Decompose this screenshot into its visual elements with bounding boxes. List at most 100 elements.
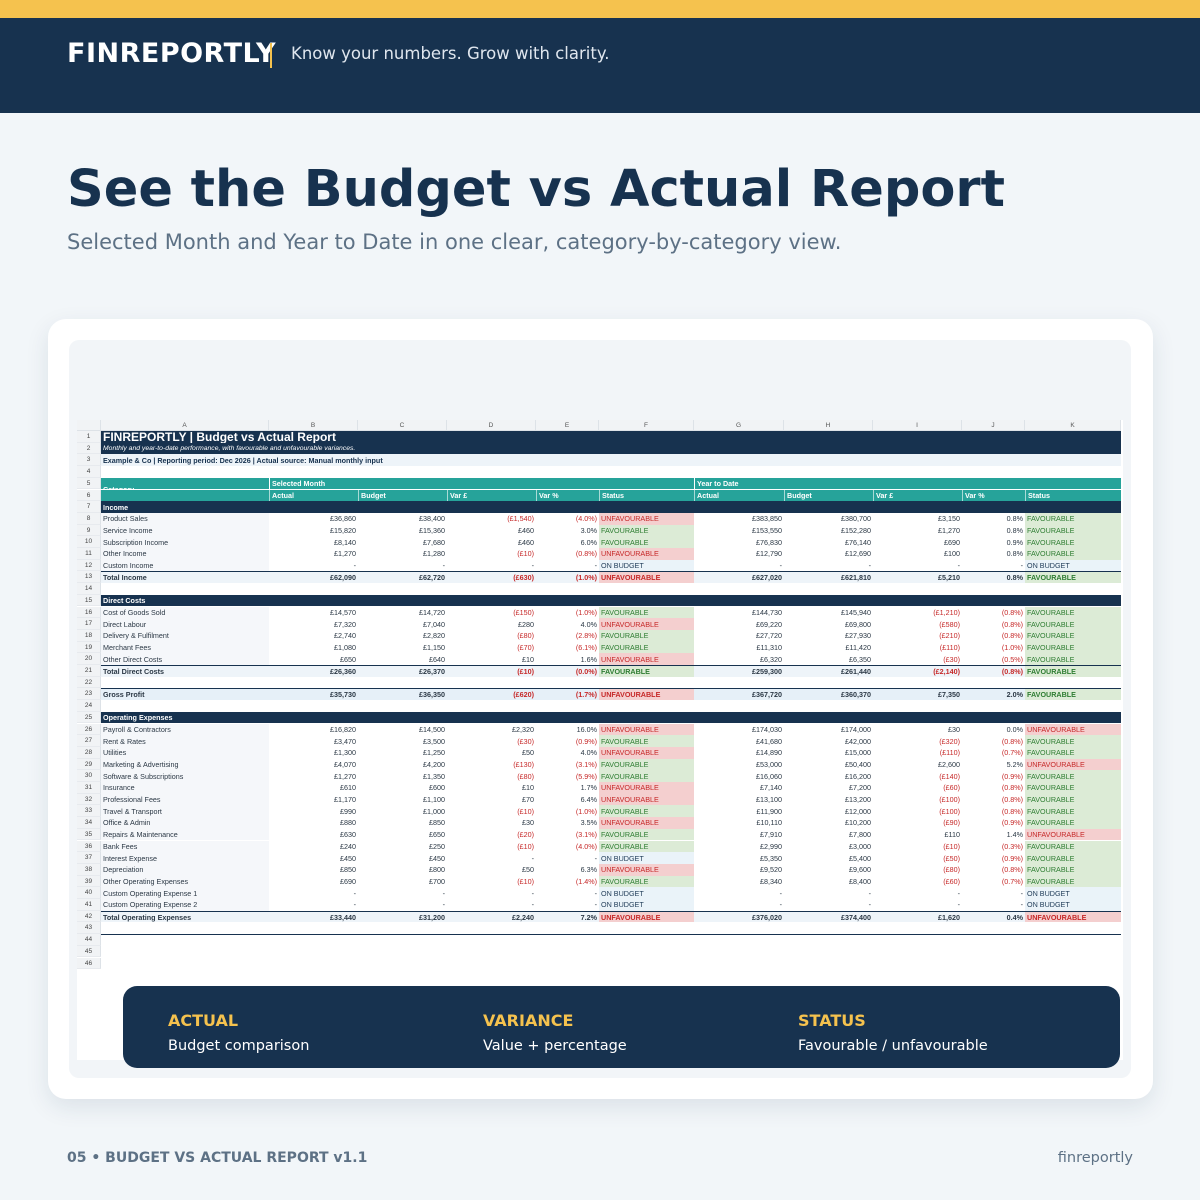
value-cell[interactable]: 2.0% — [1006, 690, 1023, 700]
category-cell[interactable]: Subscription Income — [101, 536, 269, 548]
value-cell[interactable]: £1,150 — [423, 642, 445, 652]
value-cell[interactable]: £14,890 — [756, 748, 782, 758]
category-cell[interactable]: Other Income — [101, 548, 269, 560]
status-badge[interactable]: FAVOURABLE — [1025, 689, 1121, 701]
value-cell[interactable]: (0.3%) — [1001, 841, 1023, 851]
value-cell[interactable]: - — [353, 900, 356, 910]
row-number[interactable]: 8 — [77, 512, 101, 525]
footer-brand[interactable]: finreportly — [1057, 1150, 1133, 1166]
value-cell[interactable]: (4.0%) — [575, 514, 597, 524]
value-cell[interactable]: £7,140 — [760, 783, 782, 793]
value-cell[interactable]: £76,140 — [845, 537, 871, 547]
value-cell[interactable]: (£110) — [939, 748, 960, 758]
value-cell[interactable]: (£50) — [943, 853, 960, 863]
row-number[interactable]: 15 — [77, 594, 101, 607]
value-cell[interactable]: £100 — [944, 549, 960, 559]
value-cell[interactable]: (£100) — [939, 795, 960, 805]
value-cell[interactable]: (£60) — [943, 876, 960, 886]
value-cell[interactable]: 0.8% — [1006, 549, 1023, 559]
value-cell[interactable]: £7,910 — [760, 830, 782, 840]
value-cell[interactable]: - — [531, 888, 534, 898]
row-number[interactable]: 23 — [77, 688, 101, 701]
value-cell[interactable]: (£320) — [939, 736, 960, 746]
value-cell[interactable]: £2,600 — [938, 759, 960, 769]
row-number[interactable]: 21 — [77, 665, 101, 677]
value-cell[interactable]: £6,320 — [760, 654, 782, 664]
value-cell[interactable]: (0.8%) — [575, 549, 597, 559]
value-cell[interactable]: (2.8%) — [575, 631, 597, 641]
value-cell[interactable]: (3.1%) — [575, 759, 597, 769]
value-cell[interactable]: £1,000 — [423, 806, 445, 816]
row-number[interactable]: 13 — [77, 571, 101, 584]
value-cell[interactable]: (£620) — [513, 690, 534, 700]
category-cell[interactable]: Software & Subscriptions — [101, 770, 269, 782]
row-number[interactable]: 2 — [77, 442, 101, 455]
value-cell[interactable]: £13,200 — [845, 795, 871, 805]
value-cell[interactable]: (1.0%) — [575, 806, 597, 816]
row-number[interactable]: 12 — [77, 559, 101, 572]
value-cell[interactable]: £30 — [522, 818, 534, 828]
value-cell[interactable]: - — [868, 888, 871, 898]
category-cell[interactable]: Insurance — [101, 782, 269, 794]
category-cell[interactable]: Bank Fees — [101, 840, 269, 853]
value-cell[interactable]: 1.4% — [1006, 830, 1023, 840]
value-cell[interactable]: - — [353, 888, 356, 898]
value-cell[interactable]: £360,370 — [841, 690, 871, 700]
status-badge[interactable]: UNFAVOURABLE — [1025, 828, 1121, 841]
value-cell[interactable]: £8,340 — [760, 876, 782, 886]
status-badge[interactable]: FAVOURABLE — [1025, 666, 1121, 677]
value-cell[interactable]: £62,720 — [419, 573, 445, 583]
value-cell[interactable]: £10,110 — [756, 818, 782, 828]
value-cell[interactable]: £36,350 — [419, 690, 445, 700]
value-cell[interactable]: - — [442, 561, 445, 571]
value-cell[interactable]: £11,310 — [756, 642, 782, 652]
value-cell[interactable]: £12,000 — [845, 806, 871, 816]
value-cell[interactable]: £261,440 — [841, 666, 871, 676]
value-cell[interactable]: (1.4%) — [575, 876, 597, 886]
value-cell[interactable]: (£110) — [939, 642, 960, 652]
category-cell[interactable]: Delivery & Fulfilment — [101, 629, 269, 642]
value-cell[interactable]: £1,280 — [423, 549, 445, 559]
status-badge[interactable]: FAVOURABLE — [1025, 852, 1121, 864]
status-badge[interactable]: FAVOURABLE — [1025, 512, 1121, 525]
value-cell[interactable]: £15,360 — [419, 525, 445, 535]
value-cell[interactable]: (0.9%) — [575, 736, 597, 746]
value-cell[interactable]: £16,200 — [845, 771, 871, 781]
value-cell[interactable]: £50 — [522, 865, 534, 875]
value-cell[interactable]: £2,240 — [512, 912, 534, 922]
status-badge[interactable]: ON BUDGET — [599, 899, 694, 911]
column-header[interactable]: F — [599, 420, 694, 431]
value-cell[interactable]: £250 — [429, 841, 445, 851]
value-cell[interactable]: £3,000 — [849, 841, 871, 851]
value-cell[interactable]: £1,350 — [423, 771, 445, 781]
value-cell[interactable]: £376,020 — [752, 912, 782, 922]
row-number[interactable]: 40 — [77, 887, 101, 899]
value-cell[interactable]: £990 — [340, 806, 356, 816]
value-cell[interactable]: (£130) — [513, 759, 534, 769]
value-cell[interactable]: (£90) — [943, 818, 960, 828]
value-cell[interactable]: (0.8%) — [1001, 666, 1023, 676]
category-cell[interactable]: Other Operating Expenses — [101, 875, 269, 888]
status-badge[interactable]: FAVOURABLE — [599, 805, 694, 818]
category-cell[interactable]: Repairs & Maintenance — [101, 828, 269, 841]
value-cell[interactable]: 6.4% — [580, 795, 597, 805]
row-number[interactable]: 44 — [77, 934, 101, 946]
value-cell[interactable]: (0.8%) — [1001, 631, 1023, 641]
logo[interactable]: FINREPORTLY — [67, 38, 277, 69]
value-cell[interactable]: £600 — [429, 783, 445, 793]
row-number[interactable]: 39 — [77, 875, 101, 888]
value-cell[interactable]: £12,690 — [845, 549, 871, 559]
value-cell[interactable]: (£10) — [517, 666, 534, 676]
status-badge[interactable]: FAVOURABLE — [599, 536, 694, 548]
value-cell[interactable]: £7,040 — [423, 619, 445, 629]
status-badge[interactable]: FAVOURABLE — [1025, 746, 1121, 759]
value-cell[interactable]: £630 — [340, 830, 356, 840]
status-badge[interactable]: UNFAVOURABLE — [1025, 723, 1121, 736]
value-cell[interactable]: (£10) — [943, 841, 960, 851]
status-badge[interactable]: ON BUDGET — [1025, 899, 1121, 911]
value-cell[interactable]: £30 — [948, 724, 960, 734]
value-cell[interactable]: £14,500 — [419, 724, 445, 734]
status-badge[interactable]: UNFAVOURABLE — [599, 653, 694, 665]
value-cell[interactable]: (£10) — [517, 806, 534, 816]
value-cell[interactable]: 5.2% — [1006, 759, 1023, 769]
